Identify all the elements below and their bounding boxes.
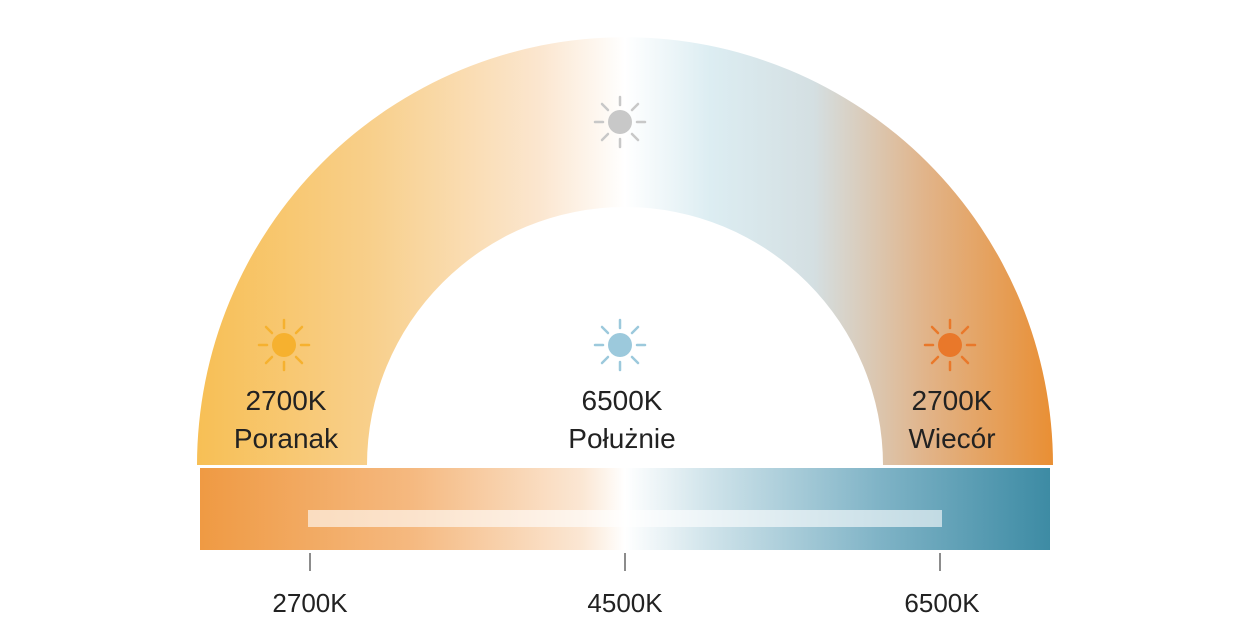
bar-highlight [308,510,942,527]
scale-label: 6500K [904,588,980,618]
temperature-bar [200,468,1050,550]
sun-icon [923,318,977,372]
scale-label: 4500K [587,588,663,618]
kelvin-label: 2700K [912,385,993,416]
sun-icon [593,318,647,372]
sun-icon [257,318,311,372]
time-label: Wiecór [908,423,995,454]
time-label: Połużnie [568,423,675,454]
kelvin-label: 2700K [246,385,327,416]
time-label: Poranak [234,423,339,454]
scale-label: 2700K [272,588,348,618]
kelvin-label: 6500K [582,385,663,416]
sun-icon [593,95,647,149]
color-arch [197,37,1053,466]
